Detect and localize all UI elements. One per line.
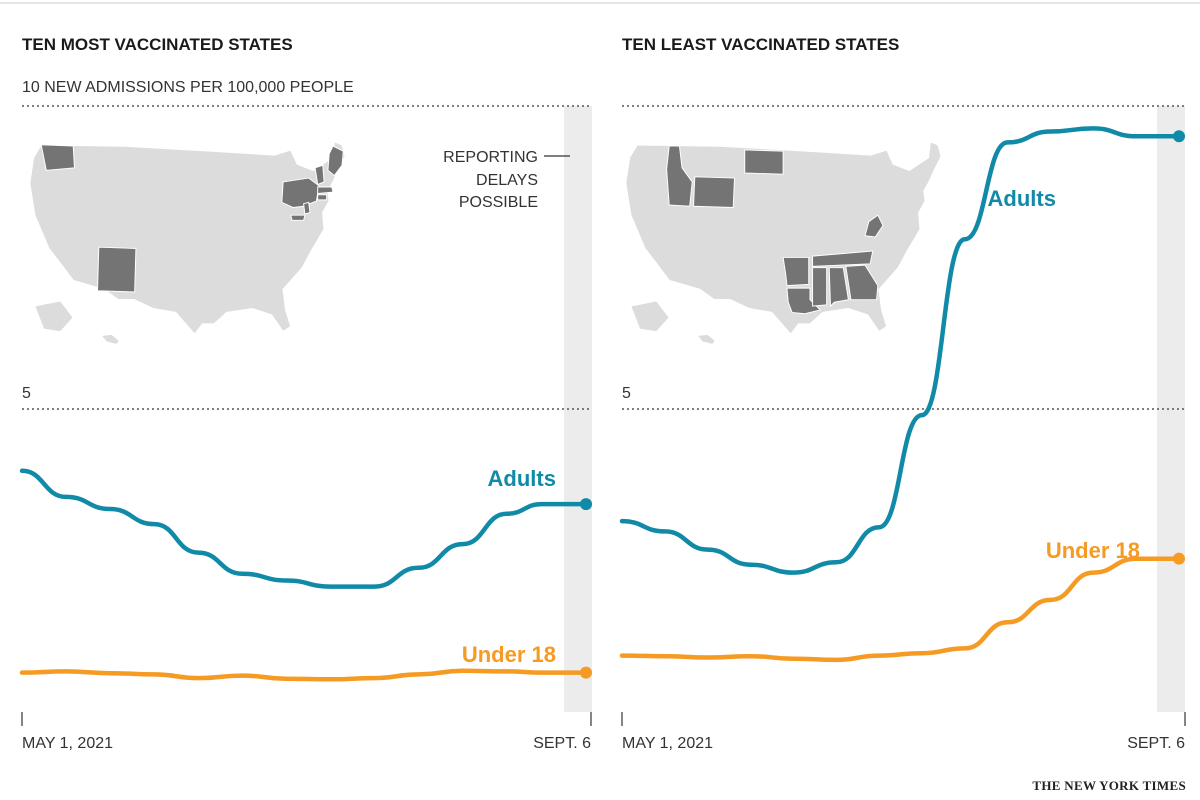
state-north-dakota: [744, 149, 784, 175]
state-alabama: [828, 267, 849, 308]
state-hawaii: [696, 333, 716, 346]
state-mississippi: [812, 267, 828, 307]
state-wyoming: [693, 176, 735, 209]
series-endpoint-adults: [1173, 130, 1185, 143]
state-vermont: [314, 164, 325, 186]
note-line-1: REPORTING: [443, 149, 538, 166]
series-label-adults: Adults: [988, 186, 1056, 211]
series-line-adults: [19, 468, 589, 589]
panel-least-vaccinated: TEN LEAST VACCINATED STATES 5 MAY 1, 202…: [619, 35, 1186, 752]
series-label-adults: Adults: [488, 466, 556, 491]
x-tick-label-start: MAY 1, 2021: [22, 735, 113, 752]
state-washington: [40, 144, 75, 171]
x-tick-label-end: SEPT. 6: [533, 735, 591, 752]
reporting-delay-band: [1157, 106, 1185, 712]
state-idaho: [666, 145, 693, 207]
series-line-under-18: [619, 556, 1182, 663]
state-alaska: [630, 300, 670, 333]
state-west-virginia: [864, 214, 884, 238]
state-new-mexico: [97, 246, 137, 293]
state-connecticut: [317, 194, 328, 201]
state-arkansas: [782, 256, 810, 287]
state-hawaii: [100, 333, 120, 346]
panel-most-vaccinated: TEN MOST VACCINATED STATES 10 NEW ADMISS…: [19, 35, 592, 752]
us-map: [625, 140, 942, 346]
x-tick-label-start: MAY 1, 2021: [622, 735, 713, 752]
series-endpoint-under-18: [580, 666, 592, 679]
series-line-adults: [619, 126, 1182, 575]
y-axis-top-label: 10 NEW ADMISSIONS PER 100,000 PEOPLE: [22, 79, 354, 96]
series-endpoint-adults: [580, 498, 592, 511]
panel-title: TEN LEAST VACCINATED STATES: [622, 35, 899, 54]
state-georgia: [845, 264, 879, 301]
series-label-under-18: Under 18: [1046, 538, 1140, 563]
note-line-2: DELAYS: [476, 172, 538, 189]
state-massachusetts: [317, 186, 334, 194]
state-new-jersey: [303, 201, 311, 215]
y-tick-label-5: 5: [622, 385, 631, 402]
state-tennessee: [812, 250, 874, 267]
state-alaska: [34, 300, 74, 333]
us-map: [29, 140, 346, 346]
y-tick-label-5: 5: [22, 385, 31, 402]
state-maine: [327, 145, 344, 177]
state-maryland: [290, 214, 306, 221]
x-tick-label-end: SEPT. 6: [1127, 735, 1185, 752]
note-line-3: POSSIBLE: [459, 194, 538, 211]
state-louisiana: [786, 287, 822, 315]
credit-line: THE NEW YORK TIMES: [1032, 778, 1186, 793]
series-label-under-18: Under 18: [462, 642, 556, 667]
series-endpoint-under-18: [1173, 552, 1185, 565]
panel-title: TEN MOST VACCINATED STATES: [22, 35, 293, 54]
state-new-york: [281, 177, 320, 209]
series-line-under-18: [19, 668, 589, 682]
